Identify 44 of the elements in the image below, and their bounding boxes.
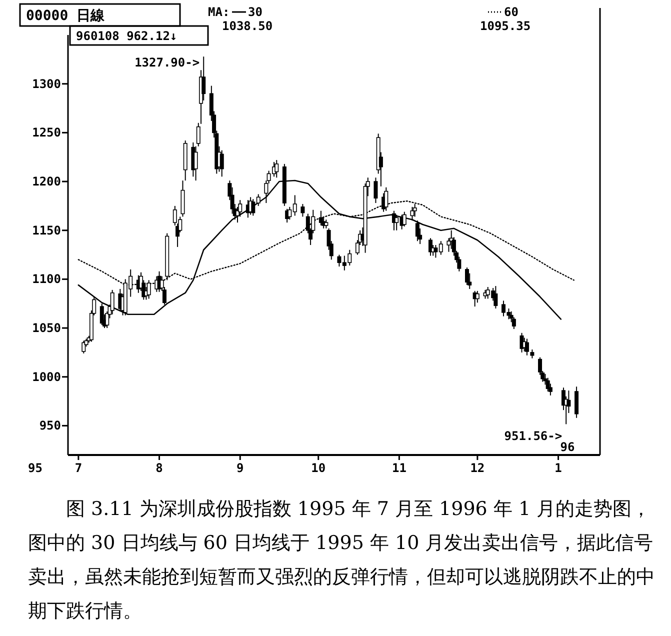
x-tick-label: 8 xyxy=(156,461,163,475)
x-tick-label: 10 xyxy=(311,461,326,475)
x-tick-label: 11 xyxy=(392,461,406,475)
candlestick xyxy=(110,289,114,315)
annotation: 96 xyxy=(560,440,575,454)
y-tick-label: 1050 xyxy=(32,321,61,336)
y-tick-label: 1100 xyxy=(32,272,61,286)
x-tick-label: 12 xyxy=(470,461,485,475)
candlestick xyxy=(546,377,550,392)
y-tick-label: 1000 xyxy=(32,370,61,384)
candlestick xyxy=(415,220,420,242)
caption: 图 3.11 为深圳成份股指数 1995 年 7 月至 1996 年 1 月的走势图，图中的 30 日均线与 60 日均线于 1995 年 10 月发出卖出信号，据此信号卖出，虽然未能抢到短暂而又强烈的反弹行情，但却可以逃脱阴跌不止的中期下跌行情。 xyxy=(28,497,656,624)
y-tick-label: 1300 xyxy=(32,76,61,91)
legend-label: 30 xyxy=(248,5,262,19)
y-tick-label: 1250 xyxy=(32,126,61,140)
annotation: 951.56-> xyxy=(504,429,562,444)
candlestick xyxy=(494,286,498,309)
candlestick xyxy=(180,180,185,218)
y-tick-label: 1150 xyxy=(32,223,61,238)
candlestick xyxy=(574,386,579,418)
candlestick xyxy=(410,206,414,222)
legend-label: 60 xyxy=(504,5,518,19)
x-tick-label: 1 xyxy=(554,461,562,475)
chart-title: 00000 日線 xyxy=(26,8,106,24)
legend-title: MA: xyxy=(208,5,230,19)
y-tick-label: 1200 xyxy=(32,174,61,189)
text: 95 xyxy=(28,461,42,475)
candlestick xyxy=(374,177,378,204)
candlestick xyxy=(194,146,198,182)
x-tick-label: 7 xyxy=(74,461,82,475)
candlestick xyxy=(402,211,406,227)
annotation: 1327.90-> xyxy=(134,56,200,70)
candlestick xyxy=(412,203,417,218)
candlestick xyxy=(475,290,480,304)
candlestick xyxy=(274,160,279,178)
y-tick-label: 950 xyxy=(39,418,61,433)
annotation: 960108 962.12↓ xyxy=(76,29,178,43)
header: 00000 日線 960108 962.12↓ xyxy=(19,3,209,46)
text: 1095.35 xyxy=(480,19,531,33)
candlestick xyxy=(82,340,86,354)
candlestick xyxy=(465,266,469,286)
text: 1038.50 xyxy=(222,19,273,33)
x-tick-label: 9 xyxy=(236,461,244,475)
candlestick xyxy=(300,203,305,218)
